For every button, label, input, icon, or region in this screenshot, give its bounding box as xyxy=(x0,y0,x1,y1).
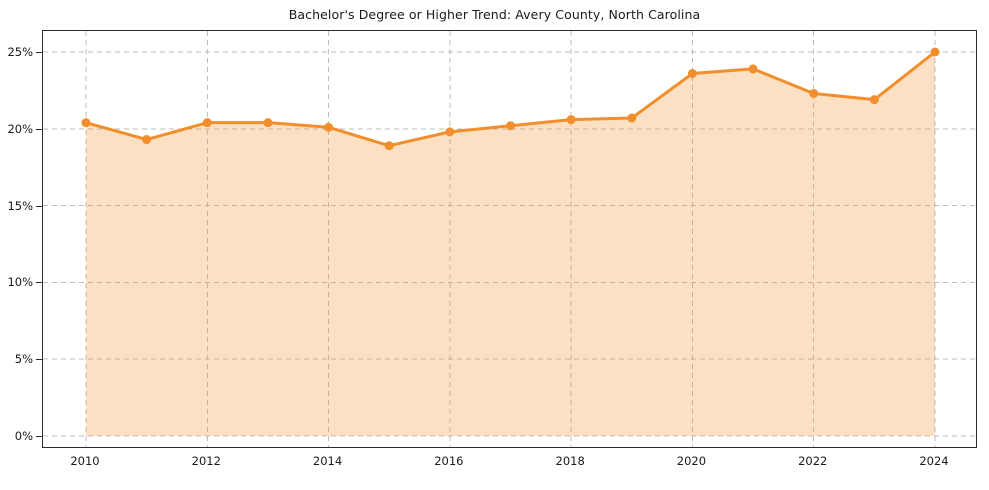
data-point-2016 xyxy=(445,127,455,137)
data-point-2018 xyxy=(566,115,576,125)
x-tick-label-2022: 2022 xyxy=(798,454,828,468)
area-fill-path xyxy=(86,52,935,436)
chart-title: Bachelor's Degree or Higher Trend: Avery… xyxy=(288,7,701,22)
y-tick-label-15pct: 15% xyxy=(7,198,33,213)
y-tick-label-25pct: 25% xyxy=(7,45,33,59)
x-tick-label-2018: 2018 xyxy=(555,454,585,468)
data-point-2010 xyxy=(81,118,91,128)
horizontal-gridlines xyxy=(43,51,976,437)
data-point-2017 xyxy=(506,121,515,131)
x-tick-label-2014: 2014 xyxy=(312,454,343,468)
y-tick-label-10pct: 10% xyxy=(7,275,33,290)
x-tick-label-2016: 2016 xyxy=(434,454,464,468)
y-tick-label-5pct: 5% xyxy=(14,352,33,367)
data-point-2019 xyxy=(627,113,637,123)
x-tick-label-2010: 2010 xyxy=(70,454,100,468)
chart-plot-svg xyxy=(43,31,976,447)
x-tick-label-2020: 2020 xyxy=(676,454,707,468)
data-point-2023 xyxy=(869,95,879,105)
vertical-gridlines xyxy=(85,31,936,447)
x-tick-label-2024: 2024 xyxy=(919,454,949,468)
data-point-2014 xyxy=(324,122,334,132)
data-point-2013 xyxy=(263,118,273,128)
data-point-2024 xyxy=(930,47,940,57)
data-point-markers xyxy=(81,47,940,151)
y-tick-label-20pct: 20% xyxy=(7,121,33,136)
data-point-2015 xyxy=(384,141,394,151)
plot-area xyxy=(42,30,977,448)
data-point-2020 xyxy=(687,69,697,78)
y-tick-label-0pct: 0% xyxy=(14,429,33,443)
data-point-2022 xyxy=(809,88,819,98)
y-axis-tick-labels: 0% 5% 10% 15% 20% 25% xyxy=(0,0,33,490)
data-point-2011 xyxy=(142,135,152,145)
x-tick-label-2012: 2012 xyxy=(191,454,221,468)
data-point-2021 xyxy=(748,64,758,74)
data-point-2012 xyxy=(202,118,212,128)
